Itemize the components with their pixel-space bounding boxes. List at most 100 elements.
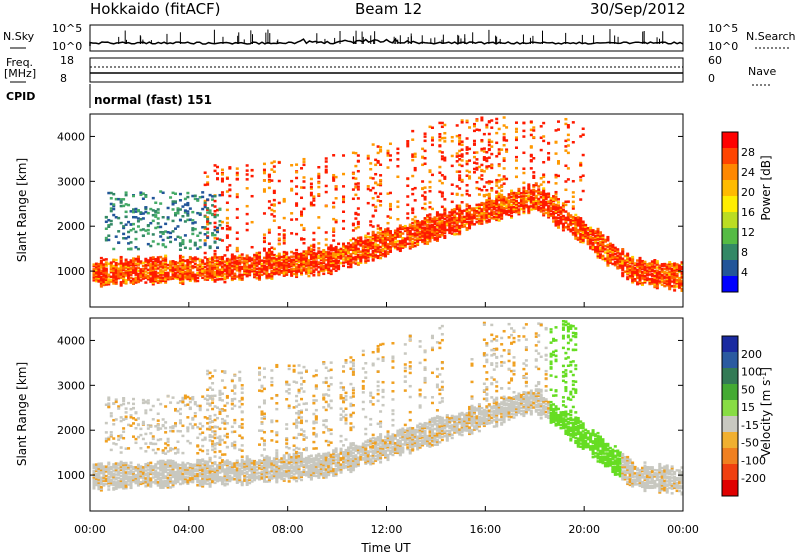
- heat-cell: [497, 209, 501, 213]
- heat-cell: [300, 167, 304, 170]
- heat-cell: [337, 261, 341, 264]
- heat-cell: [302, 264, 306, 267]
- heat-cell: [334, 175, 338, 179]
- heat-cell: [154, 209, 158, 213]
- heat-cell: [423, 221, 427, 225]
- heat-cell: [455, 232, 459, 236]
- heat-cell: [522, 205, 526, 208]
- heat-cell: [324, 238, 328, 241]
- heat-cell: [628, 269, 632, 273]
- heat-cell: [132, 268, 136, 271]
- heat-cell: [290, 272, 294, 276]
- heat-cell: [176, 264, 180, 268]
- heat-cell: [132, 478, 136, 482]
- heat-cell: [482, 208, 486, 212]
- heat-cell: [549, 203, 553, 206]
- heat-cell: [594, 235, 598, 238]
- heat-cell: [638, 269, 642, 272]
- heat-cell: [181, 474, 185, 477]
- heat-cell: [112, 207, 116, 211]
- heat-cell: [556, 198, 560, 201]
- heat-cell: [119, 274, 123, 278]
- heat-cell: [102, 479, 106, 482]
- heat-cell: [149, 269, 153, 272]
- heat-cell: [332, 234, 336, 237]
- heat-cell: [448, 225, 452, 228]
- heat-cell: [198, 448, 202, 452]
- heat-cell: [208, 371, 212, 375]
- heat-cell: [482, 185, 486, 188]
- heat-cell: [487, 206, 491, 209]
- heat-cell: [169, 240, 173, 244]
- heat-cell: [129, 241, 133, 244]
- heat-cell: [300, 257, 304, 260]
- heat-cell: [102, 275, 106, 279]
- heat-cell: [302, 258, 306, 261]
- heat-cell: [171, 269, 175, 272]
- heat-cell: [477, 193, 481, 196]
- heat-cell: [132, 260, 136, 264]
- heat-cell: [596, 245, 600, 248]
- heat-cell: [631, 276, 635, 279]
- heat-cell: [623, 264, 627, 267]
- heat-cell: [169, 429, 173, 433]
- heat-cell: [122, 232, 126, 236]
- heat-cell: [307, 270, 311, 273]
- heat-cell: [201, 474, 205, 477]
- heat-cell: [193, 414, 197, 418]
- heat-cell: [169, 266, 173, 270]
- heat-cell: [440, 125, 444, 129]
- heat-cell: [653, 274, 657, 278]
- heat-cell: [495, 201, 499, 204]
- heat-cell: [230, 278, 234, 282]
- heat-cell: [193, 477, 197, 481]
- heat-cell: [181, 478, 185, 482]
- heat-cell: [430, 136, 434, 139]
- heat-cell: [443, 211, 447, 214]
- heat-cell: [144, 450, 148, 453]
- heat-cell: [107, 273, 111, 277]
- heat-cell: [275, 258, 279, 261]
- heat-cell: [154, 278, 158, 281]
- heat-cell: [423, 217, 427, 220]
- heat-cell: [502, 210, 506, 213]
- heat-cell: [332, 259, 336, 263]
- heat-cell: [141, 275, 145, 279]
- heat-cell: [356, 159, 360, 163]
- heat-cell: [611, 243, 615, 247]
- heat-cell: [196, 468, 200, 471]
- heat-cell: [92, 466, 96, 470]
- heat-cell: [161, 469, 165, 472]
- heat-cell: [178, 474, 182, 478]
- heat-cell: [109, 278, 113, 282]
- heat-cell: [406, 216, 410, 220]
- heat-cell: [364, 259, 368, 263]
- heat-cell: [322, 253, 326, 257]
- heat-cell: [265, 268, 269, 272]
- heat-cell: [374, 254, 378, 257]
- heat-cell: [114, 274, 118, 278]
- heat-cell: [203, 268, 207, 272]
- heat-cell: [169, 196, 173, 199]
- heat-cell: [487, 213, 491, 217]
- heat-cell: [678, 269, 682, 272]
- heat-cell: [102, 264, 106, 268]
- heat-cell: [403, 226, 407, 229]
- heat-cell: [621, 252, 625, 256]
- heat-cell: [109, 202, 113, 206]
- heat-cell: [178, 400, 182, 403]
- heat-cell: [322, 269, 326, 272]
- heat-cell: [272, 263, 276, 266]
- heat-cell: [255, 256, 259, 260]
- heat-cell: [156, 482, 160, 486]
- heat-cell: [235, 265, 239, 269]
- heat-cell: [302, 180, 306, 183]
- heat-cell: [398, 240, 402, 243]
- heat-cell: [136, 220, 140, 223]
- heat-cell: [216, 267, 220, 270]
- heat-cell: [104, 236, 108, 240]
- heat-cell: [527, 197, 531, 201]
- heat-cell: [401, 244, 405, 248]
- heat-cell: [408, 225, 412, 228]
- heat-cell: [633, 273, 637, 276]
